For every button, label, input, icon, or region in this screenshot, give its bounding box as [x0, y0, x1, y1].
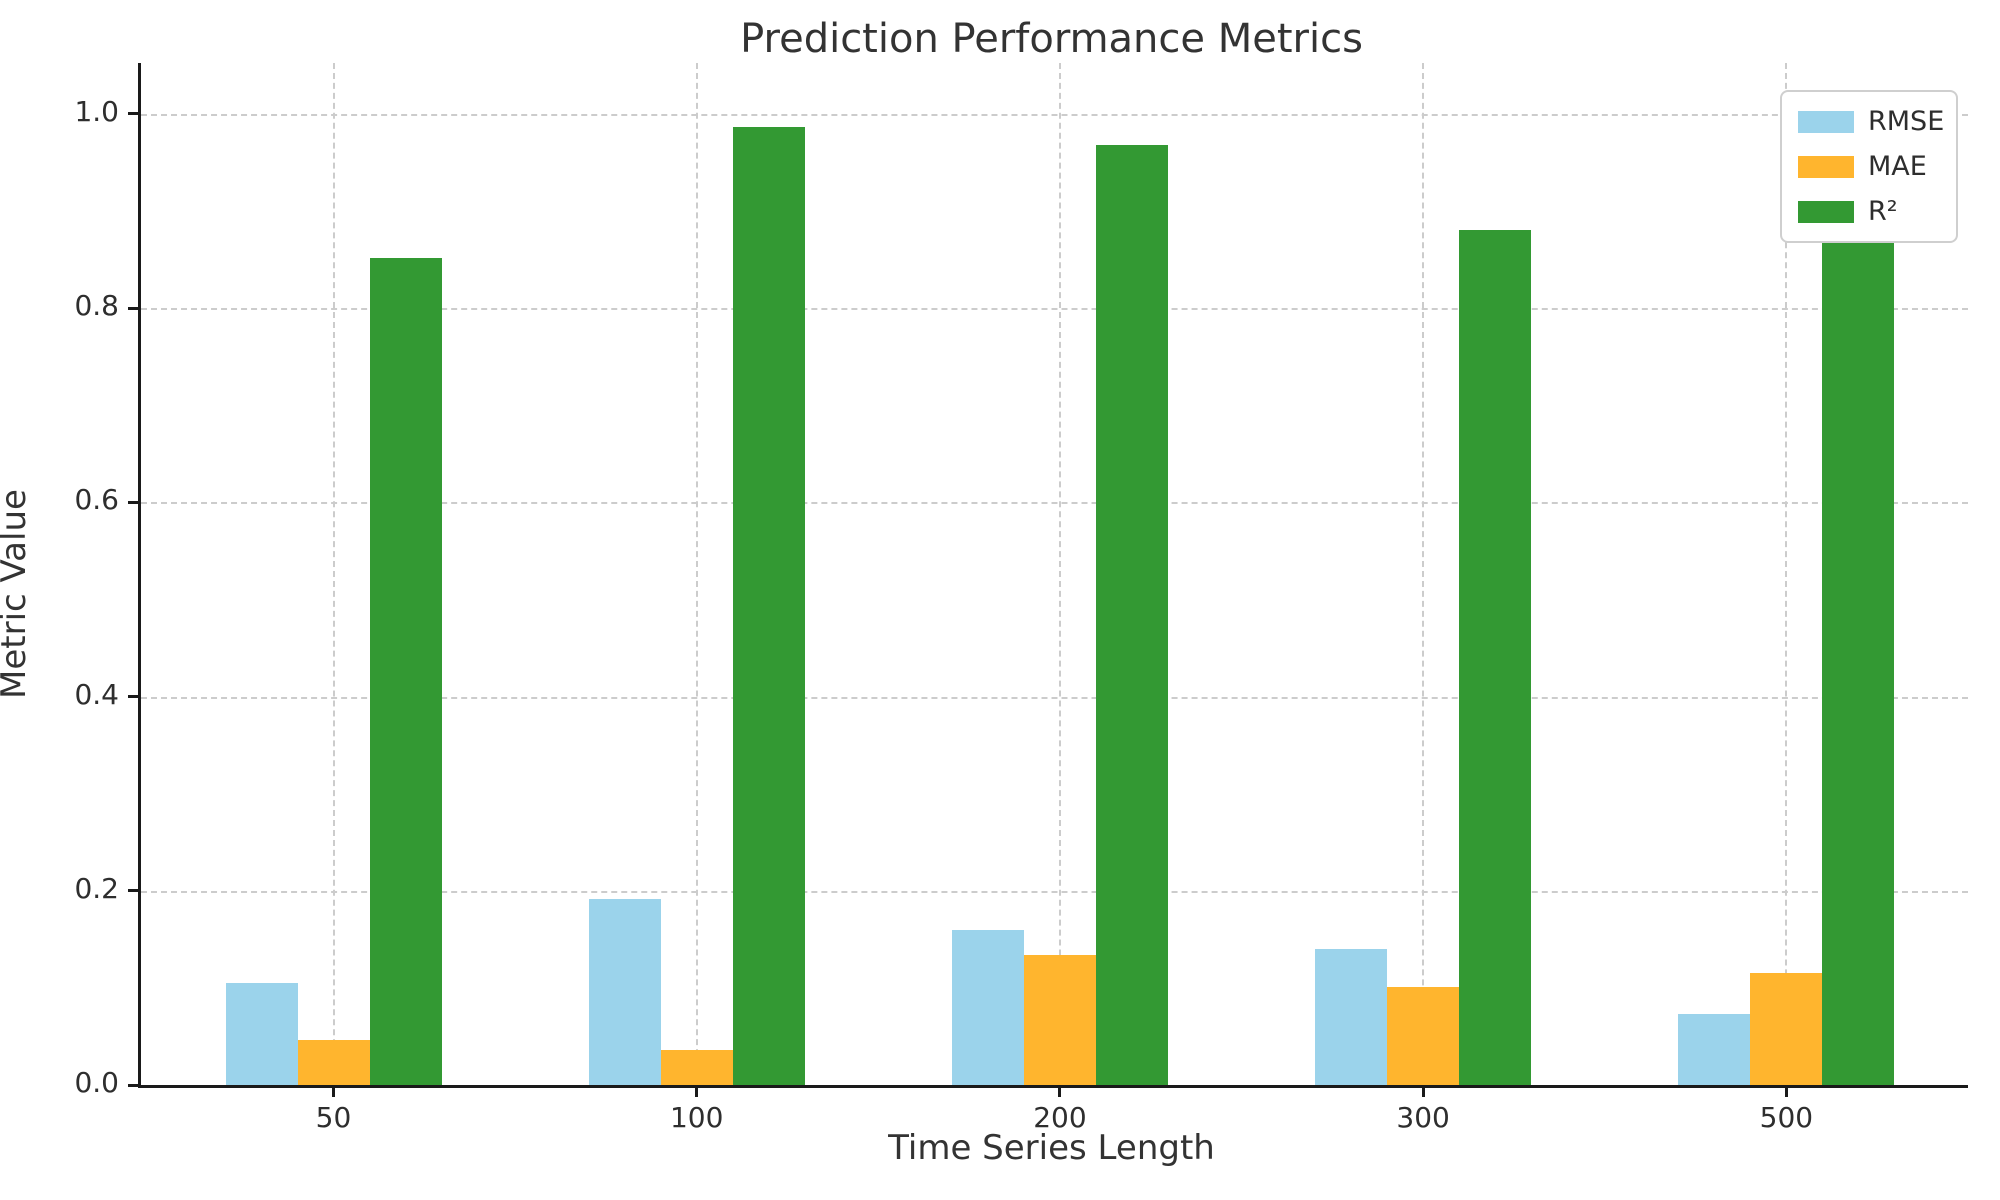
bar-mae-200 — [1023, 954, 1096, 1085]
x-gridline — [1058, 63, 1061, 1085]
bar-r-500 — [1822, 233, 1895, 1085]
x-gridline — [1422, 63, 1425, 1085]
x-gridline — [695, 63, 698, 1085]
x-axis-label: Time Series Length — [888, 1128, 1215, 1168]
bar-mae-300 — [1387, 986, 1460, 1085]
x-tick-mark — [1421, 1085, 1425, 1097]
y-tick-label: 0.0 — [74, 1066, 119, 1099]
y-gridline — [141, 308, 1968, 311]
bar-r-200 — [1095, 145, 1168, 1085]
y-tick-label: 0.8 — [74, 289, 119, 323]
x-tick-label: 200 — [1033, 1101, 1087, 1134]
x-tick-mark — [1784, 1085, 1788, 1097]
bar-rmse-500 — [1678, 1014, 1751, 1085]
y-tick-mark — [128, 1083, 141, 1087]
x-tick-label: 50 — [315, 1101, 352, 1134]
legend-label-mae: MAE — [1868, 151, 1927, 182]
y-gridline — [141, 696, 1968, 699]
bar-mae-50 — [297, 1040, 370, 1085]
bar-rmse-200 — [951, 929, 1024, 1085]
x-tick-mark — [1058, 1085, 1062, 1097]
legend-label-rmse: RMSE — [1868, 106, 1945, 137]
y-tick-mark — [128, 306, 141, 310]
legend-swatch-rmse — [1798, 110, 1854, 133]
y-tick-mark — [128, 695, 141, 699]
y-tick-mark — [128, 500, 141, 504]
bar-rmse-100 — [588, 898, 661, 1085]
y-tick-label: 0.6 — [74, 483, 119, 517]
bar-rmse-300 — [1315, 949, 1388, 1085]
legend-item-rmse: RMSE — [1798, 106, 1944, 137]
bar-r-300 — [1459, 229, 1532, 1085]
x-gridline — [332, 63, 335, 1085]
legend: RMSE MAE R² — [1780, 90, 1958, 243]
bar-rmse-50 — [225, 983, 298, 1085]
bar-r-100 — [732, 126, 805, 1085]
y-gridline — [141, 890, 1968, 893]
legend-item-mae: MAE — [1798, 151, 1940, 182]
legend-swatch-r2 — [1798, 200, 1854, 223]
bar-r-50 — [369, 257, 442, 1085]
y-tick-mark — [128, 889, 141, 893]
x-tick-label: 300 — [1396, 1101, 1450, 1134]
legend-swatch-mae — [1798, 155, 1854, 178]
bar-mae-500 — [1750, 973, 1823, 1085]
x-tick-mark — [695, 1085, 699, 1097]
x-tick-label: 100 — [669, 1101, 724, 1134]
plot-area: 0.0 0.2 0.4 0.6 0.8 1.0 50 100 200 300 500 — [74, 63, 1968, 1134]
y-gridline — [141, 502, 1968, 505]
chart-title: Prediction Performance Metrics — [740, 16, 1363, 62]
y-axis-label: Metric Value — [0, 489, 34, 699]
legend-item-r2: R² — [1798, 196, 1940, 227]
y-tick-label: 0.2 — [74, 871, 119, 905]
bar-mae-100 — [660, 1050, 733, 1085]
x-tick-mark — [332, 1085, 335, 1097]
y-tick-label: 1.0 — [74, 94, 119, 128]
y-gridline — [141, 113, 1968, 116]
y-tick-label: 0.4 — [74, 677, 119, 711]
y-tick-mark — [128, 112, 141, 116]
x-gridline — [1785, 63, 1788, 1085]
legend-label-r2: R² — [1868, 196, 1898, 227]
x-tick-label: 500 — [1759, 1101, 1814, 1134]
